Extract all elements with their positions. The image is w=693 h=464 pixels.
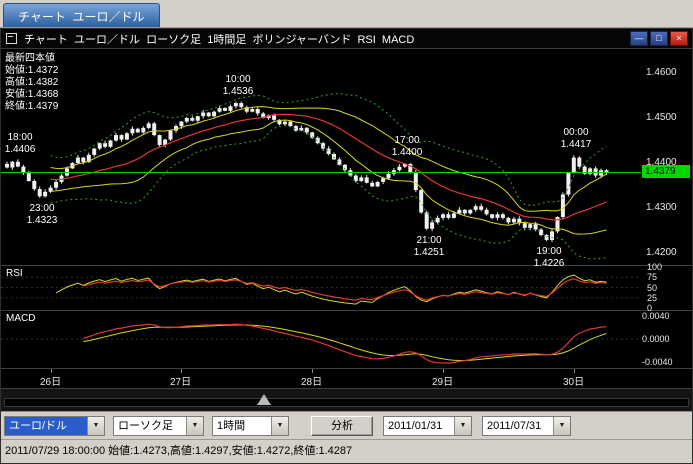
date-axis-label: 28日 bbox=[301, 377, 323, 388]
interval-combobox[interactable]: 1時間 ▼ bbox=[212, 415, 289, 436]
date-to-select[interactable]: 2011/07/31 bbox=[483, 416, 553, 435]
date-axis-label: 27日 bbox=[170, 377, 192, 388]
scrollbar-track[interactable] bbox=[4, 398, 689, 407]
date-axis-label: 26日 bbox=[40, 377, 62, 388]
date-from-combobox[interactable]: 2011/01/31 ▼ bbox=[383, 415, 472, 436]
legend-title: 最新四本値 bbox=[5, 53, 55, 64]
main-price-chart[interactable] bbox=[1, 49, 692, 265]
date-to-combobox[interactable]: 2011/07/31 ▼ bbox=[482, 415, 571, 436]
titlebar: チャート ユーロ／ドル ローソク足 1時間足 ボリンジャーバンド RSI MAC… bbox=[1, 29, 692, 49]
date-to-dropdown-arrow-icon[interactable]: ▼ bbox=[553, 416, 570, 435]
controls-bar: ユーロ/ドル ▼ ローソク足 ▼ 1時間 ▼ 分析 2011/01/31 ▼ 2… bbox=[1, 411, 692, 439]
legend-open: 始値:1.4372 bbox=[5, 65, 59, 76]
tab-strip: チャート ユーロ／ドル bbox=[0, 0, 693, 28]
rsi-axis-label: 0 bbox=[647, 303, 653, 313]
macd-axis-label: 0.0040 bbox=[642, 311, 670, 321]
scrollbar-thumb[interactable] bbox=[257, 394, 271, 405]
legend-close: 終値:1.4379 bbox=[5, 101, 59, 112]
window-title: チャート ユーロ／ドル ローソク足 1時間足 ボリンジャーバンド RSI MAC… bbox=[24, 33, 415, 46]
date-axis-label: 29日 bbox=[432, 377, 454, 388]
date-from-select[interactable]: 2011/01/31 bbox=[384, 416, 454, 435]
minimize-button[interactable]: — bbox=[630, 31, 648, 46]
legend-low: 安値:1.4368 bbox=[5, 89, 59, 100]
window-icon bbox=[6, 33, 17, 44]
price-annotation: 00:00 1.4417 bbox=[560, 127, 592, 150]
chart-scrollbar bbox=[1, 388, 692, 411]
tab-chart-eurusd[interactable]: チャート ユーロ／ドル bbox=[3, 3, 160, 27]
date-axis-label: 30日 bbox=[563, 377, 585, 388]
chart-type-combobox[interactable]: ローソク足 ▼ bbox=[113, 415, 204, 436]
date-axis: 26日 27日 28日 29日 30日 bbox=[1, 368, 692, 388]
price-axis-label: 1.4600 bbox=[646, 67, 677, 78]
rsi-axis-label: 100 bbox=[647, 262, 663, 272]
latest-quote-legend: 最新四本値 始値:1.4372 高値:1.4382 安値:1.4368 終値:1… bbox=[5, 53, 58, 113]
rsi-panel[interactable] bbox=[1, 265, 692, 310]
chart-type-dropdown-arrow-icon[interactable]: ▼ bbox=[186, 416, 203, 435]
macd-label: MACD bbox=[6, 313, 36, 324]
maximize-button[interactable]: □ bbox=[650, 31, 668, 46]
price-axis-label: 1.4400 bbox=[646, 157, 677, 168]
chart-area: 最新四本値 始値:1.4372 高値:1.4382 安値:1.4368 終値:1… bbox=[1, 49, 692, 411]
interval-select[interactable]: 1時間 bbox=[213, 416, 271, 435]
price-annotation: 23:00 1.4323 bbox=[26, 203, 58, 226]
interval-dropdown-arrow-icon[interactable]: ▼ bbox=[271, 416, 288, 435]
status-bar: 2011/07/29 18:00:00 始値:1.4273,高値:1.4297,… bbox=[1, 439, 692, 463]
date-from-dropdown-arrow-icon[interactable]: ▼ bbox=[454, 416, 471, 435]
price-axis-label: 1.4200 bbox=[646, 247, 677, 258]
rsi-axis-label: 75 bbox=[647, 272, 658, 283]
price-axis-label: 1.4300 bbox=[646, 202, 677, 213]
price-annotation: 19:00 1.4226 bbox=[533, 246, 565, 269]
current-price-tag: 1.4379 bbox=[642, 165, 690, 178]
price-axis-label: 1.4500 bbox=[646, 112, 677, 123]
legend-high: 高値:1.4382 bbox=[5, 77, 59, 88]
rsi-label: RSI bbox=[6, 268, 23, 279]
pair-dropdown-arrow-icon[interactable]: ▼ bbox=[87, 416, 104, 435]
macd-panel[interactable] bbox=[1, 310, 692, 368]
rsi-axis-label: 50 bbox=[647, 282, 658, 293]
price-annotation: 21:00 1.4251 bbox=[413, 235, 445, 258]
chart-window: チャート ユーロ／ドル ローソク足 1時間足 ボリンジャーバンド RSI MAC… bbox=[0, 28, 693, 464]
chart-type-select[interactable]: ローソク足 bbox=[114, 416, 186, 435]
macd-axis-label: -0.0040 bbox=[642, 357, 673, 367]
pair-combobox[interactable]: ユーロ/ドル ▼ bbox=[4, 415, 105, 436]
status-text: 2011/07/29 18:00:00 始値:1.4273,高値:1.4297,… bbox=[5, 445, 353, 457]
analyze-button[interactable]: 分析 bbox=[311, 415, 373, 436]
price-annotation: 18:00 1.4406 bbox=[4, 132, 36, 155]
macd-axis-label: 0.0000 bbox=[642, 334, 670, 344]
rsi-axis-label: 25 bbox=[647, 292, 658, 303]
price-annotation: 10:00 1.4536 bbox=[222, 74, 254, 97]
close-button[interactable]: × bbox=[670, 31, 688, 46]
price-annotation: 17:00 1.4400 bbox=[391, 135, 423, 158]
pair-select[interactable]: ユーロ/ドル bbox=[5, 416, 87, 435]
